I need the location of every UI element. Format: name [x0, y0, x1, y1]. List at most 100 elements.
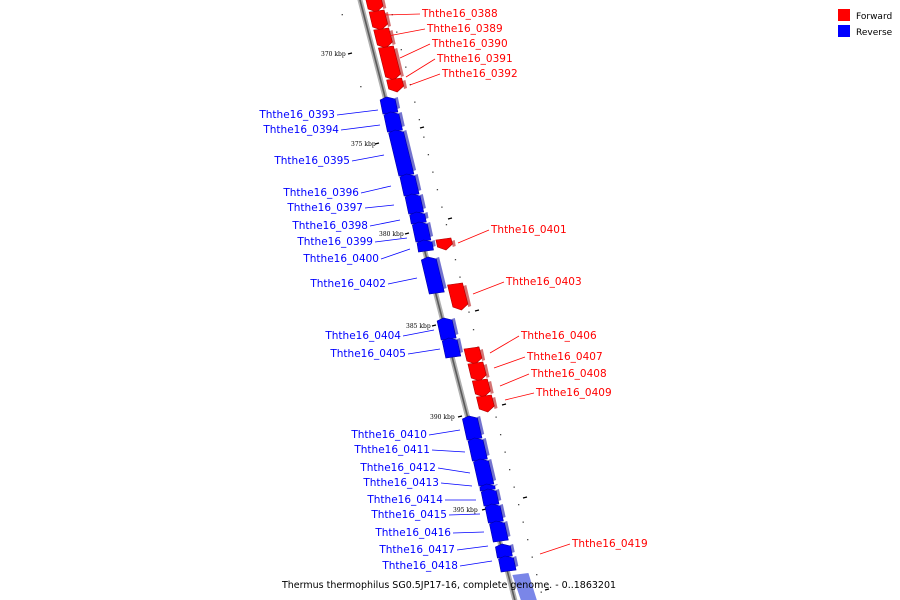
leader-line — [448, 513, 481, 516]
gene-label[interactable]: Ththe16_0416 — [374, 527, 451, 539]
gene-label[interactable]: Ththe16_0395 — [273, 155, 350, 167]
leader-line — [493, 356, 526, 369]
gene-Ththe16_0391[interactable] — [378, 45, 401, 81]
gene-shade — [479, 349, 486, 361]
scale-dot — [459, 276, 461, 278]
tick-label: 380 kbp — [379, 231, 404, 238]
gene-label[interactable]: Ththe16_0419 — [571, 538, 648, 550]
gene-label[interactable]: Ththe16_0406 — [520, 330, 597, 342]
legend-label-reverse: Reverse — [856, 28, 893, 38]
leader-line — [489, 335, 520, 354]
map-caption: Thermus thermophilus SG0.5JP17-16, compl… — [281, 580, 616, 591]
gene-shade — [402, 80, 407, 89]
gene-label[interactable]: Ththe16_0392 — [441, 68, 518, 80]
gene-Ththe16_0392[interactable] — [386, 77, 405, 93]
gene-Ththe16_0400[interactable] — [416, 239, 434, 253]
leader-line — [472, 281, 505, 295]
leader-line — [383, 13, 421, 16]
gene-Ththe16_0401[interactable] — [435, 237, 453, 251]
leader-line — [456, 545, 489, 551]
gene-label[interactable]: Ththe16_0407 — [526, 351, 603, 363]
gene-label[interactable]: Ththe16_0415 — [370, 509, 447, 521]
gene-label[interactable]: Ththe16_0417 — [378, 544, 455, 556]
gene-label[interactable]: Ththe16_0389 — [426, 23, 503, 35]
gene-label[interactable]: Ththe16_0393 — [258, 109, 335, 121]
scale-dot — [405, 66, 407, 68]
gene-label[interactable]: Ththe16_0398 — [291, 220, 368, 232]
tick-mark — [447, 217, 453, 220]
tick-label: 390 kbp — [430, 414, 455, 421]
leader-line — [409, 73, 441, 86]
leader-line — [374, 237, 408, 243]
tick-label: 375 kbp — [351, 141, 376, 148]
gene-Ththe16_0418[interactable] — [498, 555, 517, 573]
gene-label[interactable]: Ththe16_0404 — [324, 330, 401, 342]
gene-label[interactable]: Ththe16_0412 — [359, 462, 436, 474]
gene-shade — [488, 459, 497, 481]
gene-shade — [403, 130, 417, 171]
gene-label[interactable]: Ththe16_0410 — [350, 429, 427, 441]
legend-label-forward: Forward — [856, 12, 892, 22]
gene-shade — [477, 416, 485, 435]
gene-Ththe16_0408[interactable] — [471, 378, 491, 398]
gene-shade — [431, 240, 436, 247]
gene-label[interactable]: Ththe16_0394 — [262, 124, 339, 136]
gene-Ththe16_0406[interactable] — [463, 346, 483, 365]
gene-Ththe16_0413[interactable] — [479, 483, 496, 492]
scale-dot — [341, 14, 343, 16]
gene-label[interactable]: Ththe16_0405 — [329, 348, 406, 360]
gene-label[interactable]: Ththe16_0402 — [309, 278, 386, 290]
gene-label[interactable]: Ththe16_0403 — [505, 276, 582, 288]
gene-label[interactable]: Ththe16_0399 — [296, 236, 373, 248]
gene-Ththe16_0390[interactable] — [373, 27, 393, 49]
gene-label[interactable]: Ththe16_0390 — [431, 38, 508, 50]
gene-continuation — [512, 573, 537, 600]
leader-line — [407, 348, 441, 355]
scale-dot — [540, 591, 542, 593]
gene-shade — [499, 504, 506, 518]
gene-label[interactable]: Ththe16_0401 — [490, 224, 567, 236]
tick-mark — [544, 588, 550, 591]
scale-dot — [495, 416, 497, 418]
scale-dot — [513, 486, 515, 488]
scale-dot — [499, 434, 502, 436]
gene-label[interactable]: Ththe16_0397 — [286, 202, 363, 214]
gene-Ththe16_0417[interactable] — [495, 543, 513, 559]
gene-label[interactable]: Ththe16_0400 — [302, 253, 379, 265]
gene-shade — [424, 212, 429, 219]
leader-line — [336, 109, 379, 116]
leader-line — [437, 467, 471, 474]
leader-line — [457, 229, 490, 244]
gene-label[interactable]: Ththe16_0388 — [421, 8, 498, 20]
legend-swatch-forward — [838, 9, 850, 21]
gene-label[interactable]: Ththe16_0409 — [535, 387, 612, 399]
scale-dot — [454, 259, 457, 261]
gene-label[interactable]: Ththe16_0411 — [353, 444, 430, 456]
gene-Ththe16_0402[interactable] — [420, 256, 445, 295]
gene-label[interactable]: Ththe16_0408 — [530, 368, 607, 380]
gene-shade — [389, 30, 396, 45]
scale-dot — [536, 574, 538, 576]
gene-Ththe16_0403[interactable] — [447, 282, 469, 311]
gene-label[interactable]: Ththe16_0418 — [381, 560, 458, 572]
tick-mark — [374, 142, 380, 145]
gene-Ththe16_0407[interactable] — [467, 361, 487, 382]
scale-dot — [400, 49, 402, 51]
gene-shade — [398, 112, 405, 127]
gene-shade — [436, 257, 447, 289]
gene-label[interactable]: Ththe16_0413 — [362, 477, 439, 489]
gene-Ththe16_0389[interactable] — [368, 9, 389, 31]
scale-dot — [527, 539, 529, 541]
gene-label[interactable]: Ththe16_0391 — [436, 53, 513, 65]
gene-Ththe16_0409[interactable] — [476, 394, 495, 413]
gene-label[interactable]: Ththe16_0396 — [282, 187, 359, 199]
gene-shade — [495, 489, 502, 501]
gene-label[interactable]: Ththe16_0414 — [366, 494, 443, 506]
tick-label: 385 kbp — [406, 323, 431, 330]
tick-mark — [404, 232, 410, 235]
scale-dot — [445, 224, 448, 226]
gene-Ththe16_0388[interactable] — [365, 0, 384, 13]
leader-line — [380, 248, 411, 260]
leader-line — [364, 204, 395, 209]
